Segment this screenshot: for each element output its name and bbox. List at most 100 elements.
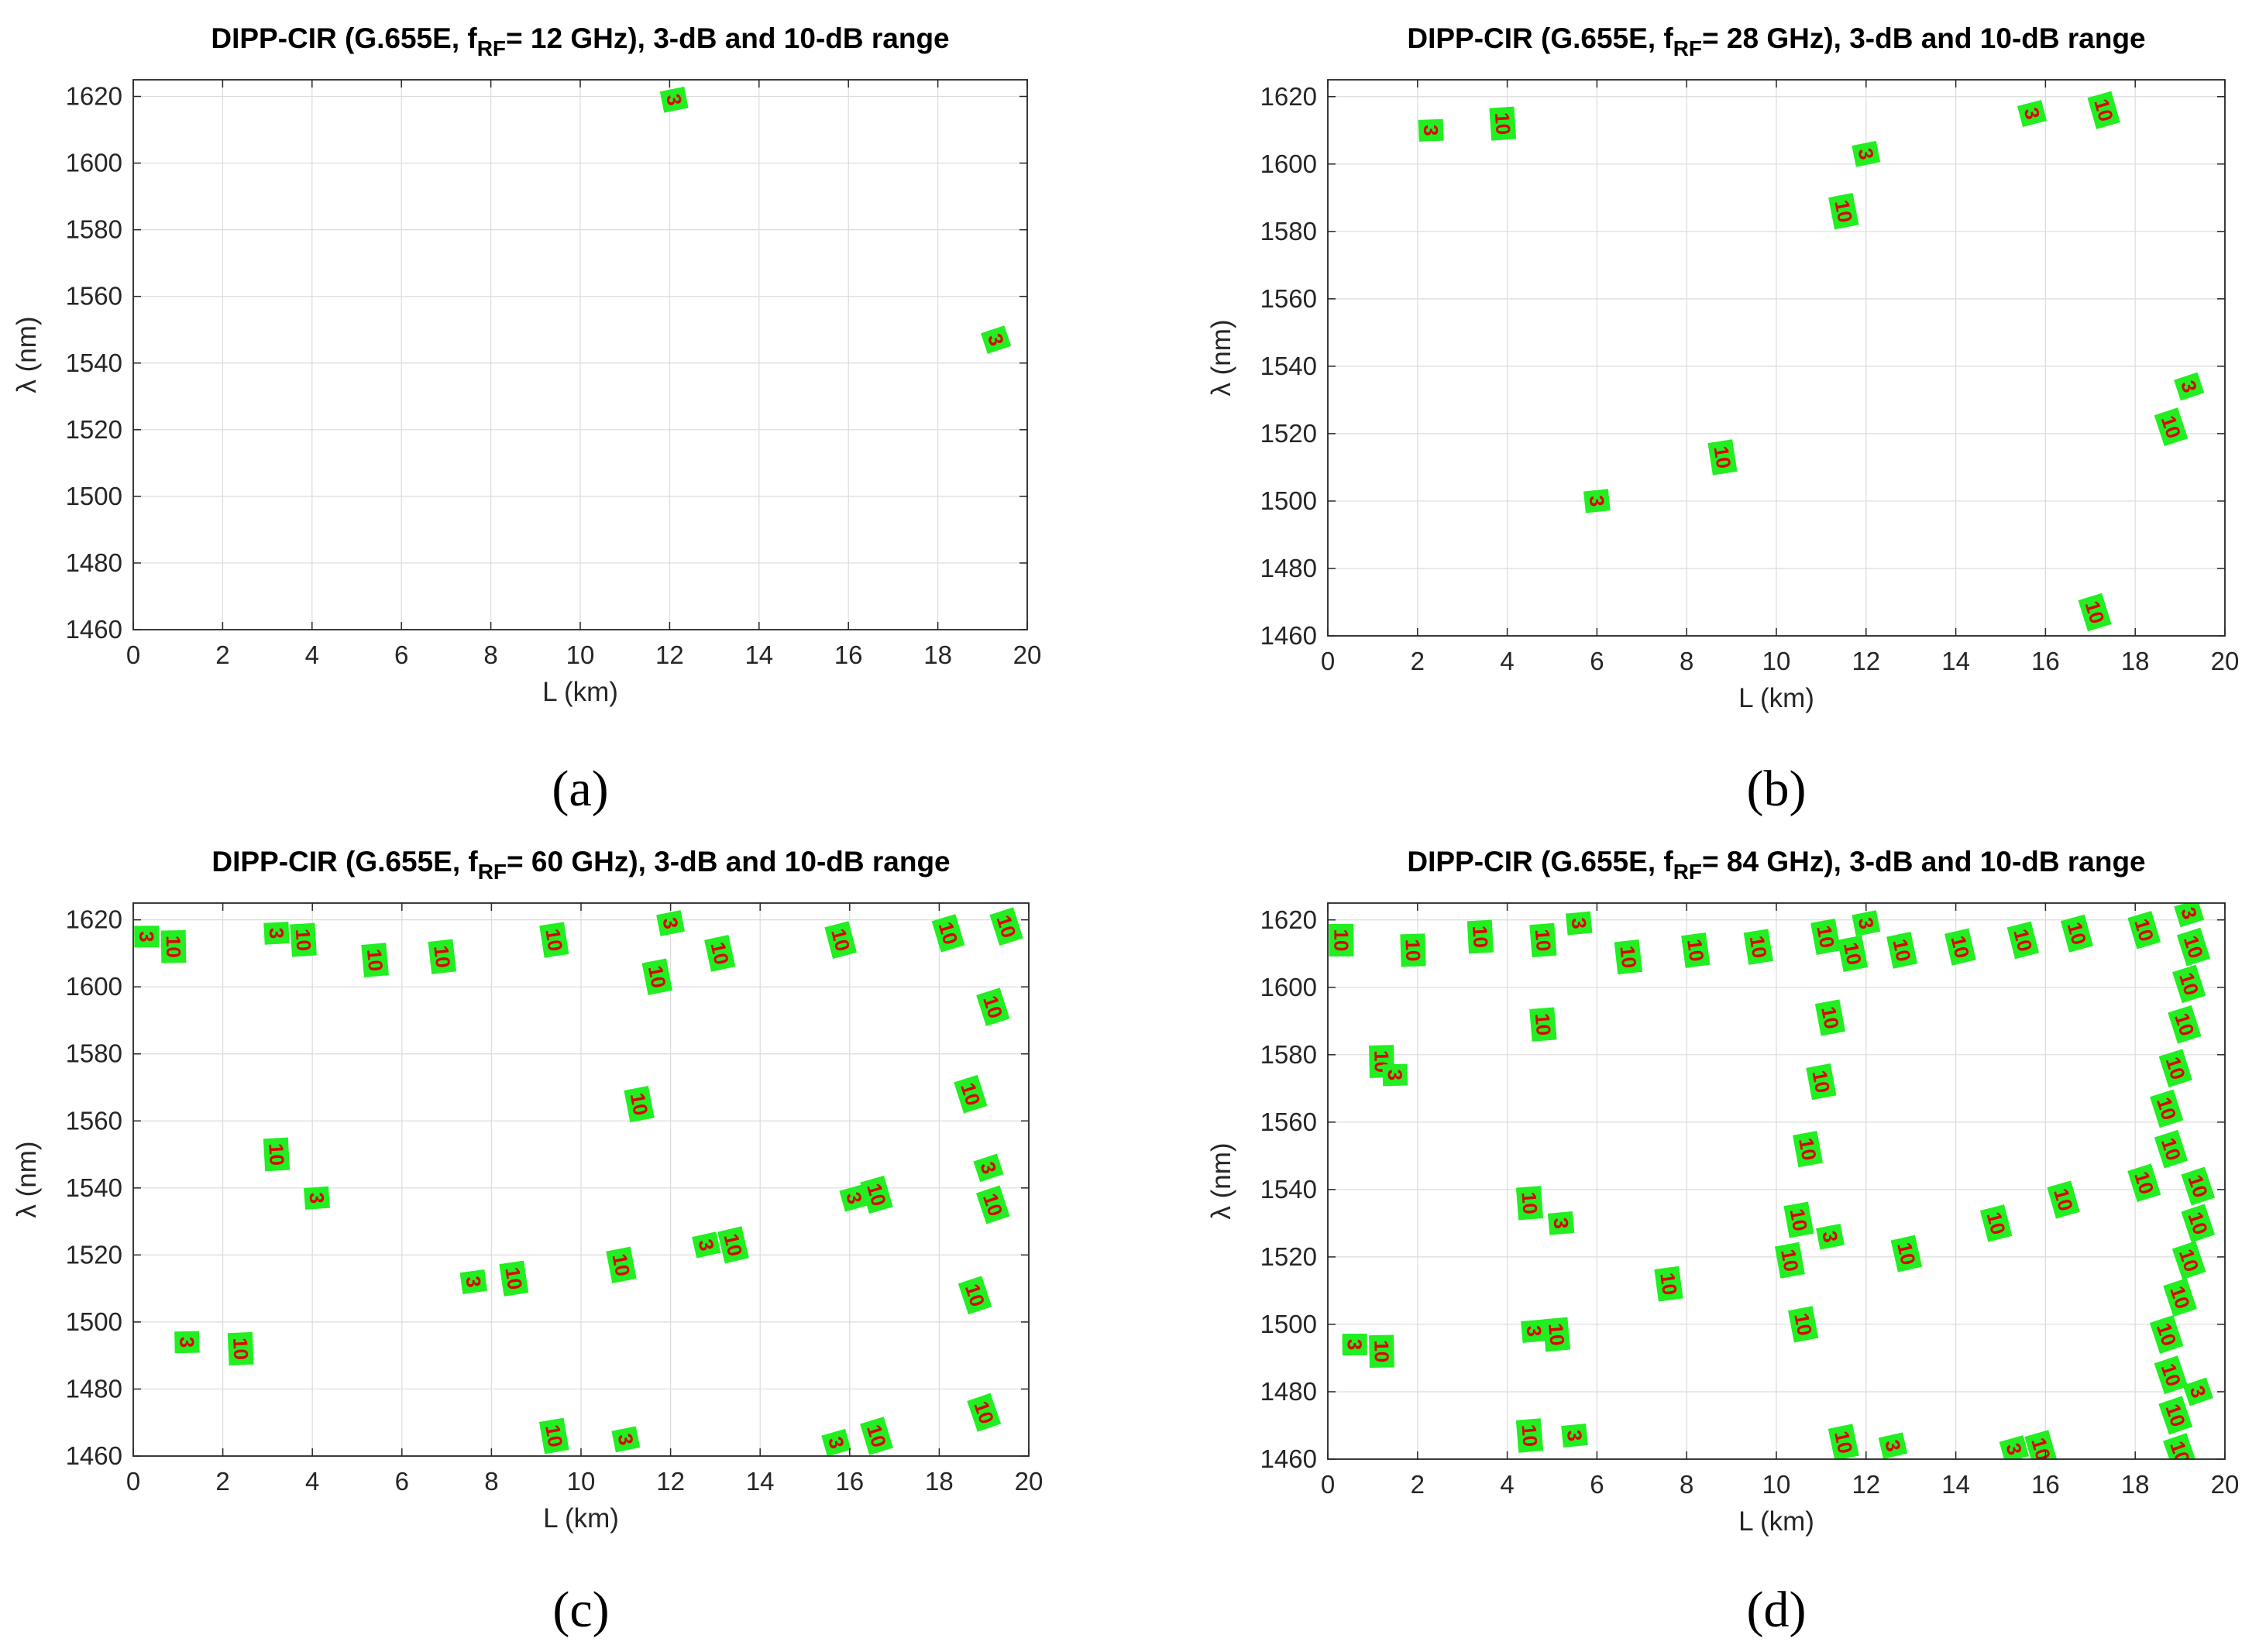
panel-1: 3 10 3 10 3 10 3 10 10 3 10 0 2 4 6 8 10 12 14 16 18 20 1460 14… bbox=[1206, 22, 2239, 817]
contour-label: 3 bbox=[2174, 903, 2205, 928]
contour-label-box bbox=[2078, 592, 2112, 632]
contour-label-text: 10 bbox=[541, 927, 567, 953]
contour-label-text: 10 bbox=[1794, 1136, 1821, 1163]
contour-label-text: 10 bbox=[1531, 1012, 1556, 1036]
panel-0: 330 2 4 6 8 10 12 14 16 18 20146014801500152015401… bbox=[12, 22, 1042, 817]
x-tick-label: 16 bbox=[835, 1467, 864, 1496]
contour-label: 10 bbox=[2181, 1204, 2216, 1243]
contour-label: 10 bbox=[2047, 1180, 2080, 1219]
contour-label: 10 bbox=[1400, 933, 1426, 967]
contour-label-box bbox=[1707, 439, 1738, 476]
contour-label-box bbox=[692, 1231, 721, 1259]
x-tick-label: 20 bbox=[2211, 1470, 2240, 1499]
contour-label: 3 bbox=[174, 1331, 200, 1354]
x-tick-label: 6 bbox=[395, 1467, 409, 1496]
contour-label-box bbox=[2150, 1089, 2184, 1128]
x-tick-label: 14 bbox=[744, 641, 773, 669]
contour-label-text: 3 bbox=[694, 1237, 719, 1253]
contour-label-box bbox=[1400, 933, 1426, 967]
contour-label-text: 3 bbox=[1854, 915, 1879, 931]
contour-label: 3 bbox=[1878, 1432, 1908, 1459]
contour-label-text: 3 bbox=[1854, 146, 1879, 162]
contour-label: 10 bbox=[539, 922, 569, 958]
y-axis-label: λ (nm) bbox=[12, 1141, 42, 1218]
contour-label: 10 bbox=[227, 1331, 254, 1366]
contour-label: 10 bbox=[2149, 1315, 2184, 1354]
contour-label-box bbox=[1774, 1242, 1805, 1279]
title-subscript: RF bbox=[1673, 36, 1702, 60]
contour-label-text: 10 bbox=[1468, 925, 1493, 949]
contour-label-box bbox=[958, 1276, 992, 1315]
contour-label-text: 10 bbox=[1830, 1429, 1857, 1455]
contour-label-box bbox=[1529, 1007, 1557, 1042]
contour-label-text: 3 bbox=[1567, 917, 1591, 930]
contour-label-box bbox=[1583, 489, 1611, 513]
contour-label-box bbox=[1466, 919, 1494, 954]
contour-label-text: 10 bbox=[1790, 1311, 1817, 1338]
contour-label: 10 bbox=[2060, 914, 2093, 953]
contour-label: 10 bbox=[160, 930, 187, 963]
title-suffix: = 28 GHz), 3-dB and 10-dB range bbox=[1702, 22, 2146, 54]
x-tick-label: 14 bbox=[1941, 647, 1970, 675]
contour-label-text: 10 bbox=[363, 948, 387, 972]
contour-label: 10 bbox=[1890, 1235, 1923, 1272]
y-tick-label: 1540 bbox=[1260, 352, 1317, 380]
contour-label: 10 bbox=[1814, 999, 1846, 1036]
x-tick-label: 16 bbox=[834, 641, 863, 669]
contour-label: 3 bbox=[821, 1428, 851, 1456]
contour-label-text: 10 bbox=[291, 928, 316, 952]
contour-label: 10 bbox=[1707, 439, 1738, 476]
x-tick-label: 0 bbox=[126, 641, 140, 669]
contour-label-text: 10 bbox=[1329, 929, 1353, 951]
contour-label-text: 3 bbox=[658, 915, 683, 931]
contour-label-text: 10 bbox=[1517, 1191, 1542, 1215]
contour-label: 3 bbox=[2017, 99, 2047, 128]
grid bbox=[132, 903, 1030, 1457]
x-tick-label: 20 bbox=[1013, 641, 1042, 669]
chart-title: DIPP-CIR (G.655E, fRF= 12 GHz), 3-dB and… bbox=[211, 22, 949, 60]
contour-label-text: 10 bbox=[229, 1337, 253, 1360]
ticks bbox=[1327, 903, 2226, 1460]
contour-label: 3 bbox=[2182, 1377, 2214, 1406]
contour-label-text: 10 bbox=[1531, 928, 1556, 952]
contour-label-text: 10 bbox=[1517, 1424, 1542, 1448]
contour-label-box bbox=[2006, 921, 2040, 960]
panel-label: (b) bbox=[1747, 761, 1807, 817]
contour-label-text: 10 bbox=[644, 963, 671, 990]
contour-label-box bbox=[2127, 911, 2161, 950]
title-prefix: DIPP-CIR (G.655E, f bbox=[1407, 22, 1673, 54]
y-tick-label: 1600 bbox=[66, 149, 122, 177]
contour-label-box bbox=[2158, 1049, 2192, 1088]
contour-label: 10 bbox=[2172, 964, 2206, 1004]
contour-label-text: 10 bbox=[1544, 1322, 1569, 1347]
contour-label-box bbox=[624, 1085, 655, 1123]
panel-label: (c) bbox=[552, 1582, 609, 1638]
x-tick-label: 8 bbox=[1680, 1470, 1693, 1499]
contour-label-text: 10 bbox=[264, 1142, 289, 1166]
contour-label-text: 3 bbox=[1549, 1217, 1573, 1230]
y-tick-label: 1520 bbox=[66, 415, 122, 444]
contour-label: 3 bbox=[263, 922, 290, 945]
contour-label: 10 bbox=[2158, 1396, 2193, 1435]
contour-label: 10 bbox=[860, 1417, 893, 1455]
contour-label-text: 10 bbox=[1947, 933, 1975, 960]
contour-label-box bbox=[2158, 1396, 2193, 1435]
contour-label-box bbox=[1547, 1211, 1575, 1235]
y-tick-label: 1560 bbox=[66, 282, 122, 311]
contour-label: 10 bbox=[1489, 106, 1517, 141]
contour-label: 10 bbox=[1828, 193, 1859, 230]
contour-label-box bbox=[1489, 106, 1517, 141]
y-tick-label: 1500 bbox=[1260, 486, 1317, 515]
contour-label: 10 bbox=[2006, 921, 2040, 960]
title-subscript: RF bbox=[478, 860, 507, 884]
contour-label-box bbox=[973, 1153, 1004, 1183]
contour-label-box bbox=[860, 1175, 893, 1214]
title-prefix: DIPP-CIR (G.655E, f bbox=[211, 846, 478, 878]
contour-label-box bbox=[860, 1417, 893, 1455]
y-tick-label: 1620 bbox=[1260, 82, 1317, 111]
y-tick-label: 1540 bbox=[1260, 1175, 1317, 1204]
contour-label-box bbox=[2171, 1241, 2206, 1280]
x-tick-label: 2 bbox=[1411, 647, 1425, 675]
